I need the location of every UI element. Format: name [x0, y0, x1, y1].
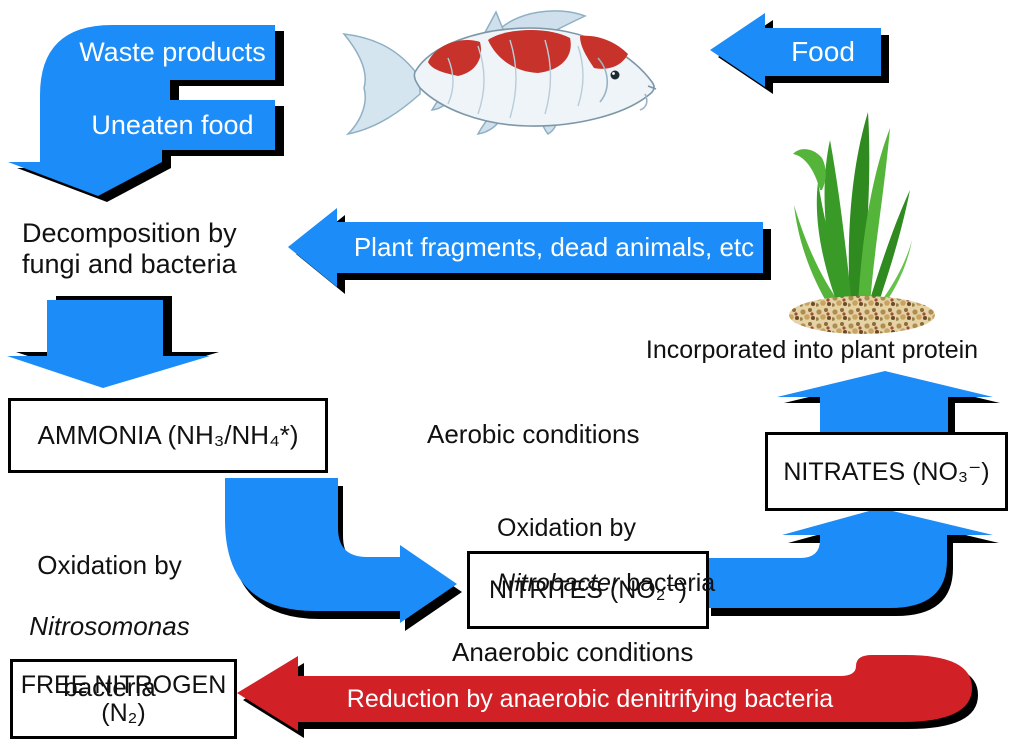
decomposition-down-arrow [7, 296, 219, 388]
free-nitrogen-line1: FREE NITROGEN [20, 671, 227, 699]
ammonia-box: AMMONIA (NH₃/NH₄*) [8, 398, 328, 473]
uneaten-food-arrow-label: Uneaten food [91, 109, 254, 140]
anaerobic-conditions-label: Anaerobic conditions [452, 637, 694, 667]
incorporated-plant-protein-label: Incorporated into plant protein [645, 336, 979, 364]
food-arrow-label: Food [791, 36, 855, 67]
nitrates-to-plant-arrow [777, 371, 1000, 438]
koi-fish-illustration [342, 10, 657, 136]
oxidation-nitrosomonas-line3: bacteria [63, 672, 156, 703]
grass-tuft-illustration [789, 112, 935, 334]
oxidation-nitrosomonas-line1: Oxidation by [37, 549, 182, 580]
ammonia-to-nitrites-arrow [225, 478, 462, 631]
oxidation-nitrobacter-label: Oxidation by Nitrobacter bacteria [497, 487, 715, 625]
reduction-arrow-label: Reduction by anaerobic denitrifying bact… [346, 684, 834, 713]
plant-fragments-arrow-label: Plant fragments, dead animals, etc [353, 232, 755, 262]
nitrobacter-genus: Nitrobacter [497, 568, 620, 597]
waste-products-arrow-label: Waste products [79, 37, 266, 67]
nitrosomonas-genus: Nitrosomonas [29, 611, 190, 642]
nitrites-box: NITRITES (NO₂⁻) [467, 551, 709, 629]
oxidation-nitrobacter-line1: Oxidation by [497, 513, 636, 542]
free-nitrogen-box: FREE NITROGEN (N₂) [10, 659, 237, 739]
nitrates-box: NITRATES (NO₃⁻) [765, 432, 1008, 511]
nitrites-to-nitrates-arrow [705, 508, 999, 616]
aerobic-conditions-label: Aerobic conditions [427, 419, 640, 449]
oxidation-nitrobacter-rest: bacteria [619, 568, 716, 597]
oxidation-nitrosomonas-label: Oxidation by Nitrosomonas bacteria [12, 519, 207, 734]
decomposition-label: Decomposition by fungi and bacteria [22, 218, 237, 280]
free-nitrogen-line2: (N₂) [101, 699, 146, 727]
